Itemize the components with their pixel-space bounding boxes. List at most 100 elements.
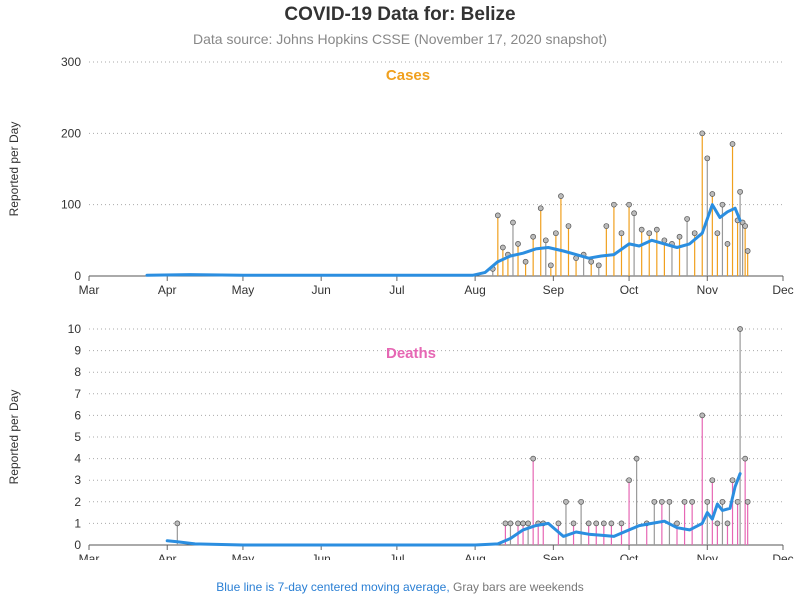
data-point xyxy=(626,201,632,208)
footnote-weekends: Gray bars are weekends xyxy=(453,580,584,594)
data-point xyxy=(525,520,531,527)
data-point xyxy=(689,498,695,505)
data-point xyxy=(515,520,521,527)
x-tick-label: Jun xyxy=(311,283,330,297)
data-point xyxy=(744,248,751,254)
data-point xyxy=(714,230,721,237)
y-tick-label: 5 xyxy=(74,430,81,444)
y-tick-label: 300 xyxy=(61,55,81,69)
y-tick-label: 100 xyxy=(61,198,81,212)
data-point xyxy=(547,262,554,269)
x-tick-label: Oct xyxy=(620,283,639,297)
x-tick-label: Dec xyxy=(772,552,793,560)
y-tick-label: 1 xyxy=(74,516,81,530)
data-point xyxy=(530,233,537,240)
y-axis-label: Reported per Day xyxy=(7,390,21,485)
moving-average-line xyxy=(165,472,742,547)
data-point xyxy=(737,326,743,332)
data-point xyxy=(709,191,716,197)
data-point xyxy=(666,498,673,505)
data-point xyxy=(676,233,683,240)
x-tick-label: May xyxy=(232,283,255,297)
data-point xyxy=(608,520,615,527)
x-tick-label: Mar xyxy=(79,552,100,560)
data-point xyxy=(704,155,711,162)
data-point xyxy=(578,498,584,505)
data-point xyxy=(638,226,645,233)
page-title: COVID-19 Data for: Belize xyxy=(284,4,516,25)
x-tick-label: Mar xyxy=(79,283,100,297)
data-point xyxy=(699,412,706,419)
data-point xyxy=(555,520,562,527)
data-point xyxy=(174,520,181,527)
x-tick-label: Sep xyxy=(543,283,565,297)
x-tick-label: Jun xyxy=(311,552,330,560)
x-tick-label: Nov xyxy=(697,552,718,560)
y-tick-label: 0 xyxy=(74,269,81,283)
data-point xyxy=(651,498,658,505)
data-point xyxy=(681,498,688,505)
data-point xyxy=(595,262,602,269)
chart-subtitle: Data source: Johns Hopkins CSSE (Novembe… xyxy=(193,31,607,47)
data-point xyxy=(709,477,716,484)
data-point xyxy=(520,520,526,527)
y-tick-label: 3 xyxy=(74,473,81,487)
data-point xyxy=(691,230,698,237)
chart-title: Cases xyxy=(386,67,430,84)
y-tick-label: 4 xyxy=(74,452,81,466)
x-tick-label: Nov xyxy=(697,283,718,297)
data-point xyxy=(674,520,680,527)
chart-footnote: Blue line is 7-day centered moving avera… xyxy=(0,580,800,594)
data-point xyxy=(737,188,743,195)
data-point xyxy=(542,237,549,244)
x-tick-label: Jul xyxy=(389,283,404,297)
data-point xyxy=(744,498,751,505)
data-point xyxy=(729,477,736,484)
data-point xyxy=(633,455,640,462)
moving-average-line xyxy=(145,203,742,277)
data-point xyxy=(653,226,660,233)
data-point xyxy=(588,258,595,265)
y-tick-label: 9 xyxy=(74,344,81,358)
data-point xyxy=(719,498,726,505)
data-point xyxy=(563,498,569,505)
data-point xyxy=(729,141,736,147)
x-tick-label: Apr xyxy=(158,283,177,297)
data-point xyxy=(593,520,600,527)
data-point xyxy=(522,258,529,265)
data-point xyxy=(699,130,706,137)
y-tick-label: 8 xyxy=(74,365,81,379)
x-tick-label: Apr xyxy=(158,552,177,560)
data-point xyxy=(659,498,665,505)
x-tick-label: Aug xyxy=(464,552,485,560)
y-axis-label: Reported per Day xyxy=(7,122,21,217)
data-point xyxy=(704,498,711,505)
data-point xyxy=(742,223,748,229)
data-point xyxy=(585,520,592,527)
data-point xyxy=(631,210,637,217)
data-point xyxy=(719,201,726,208)
data-point xyxy=(600,520,607,527)
y-tick-label: 10 xyxy=(68,322,82,336)
x-tick-label: May xyxy=(232,552,255,560)
data-point xyxy=(500,244,506,251)
data-point xyxy=(734,498,741,505)
x-tick-label: Jul xyxy=(389,552,404,560)
deaths-chart: 0 1 2 3 4 5 6 7 8 9 10 Mar Apr May Jun Jul Aug Sep Oct Nov D… xyxy=(7,322,794,560)
data-point xyxy=(507,520,514,527)
data-point xyxy=(618,230,625,237)
footnote-moving-average: Blue line is 7-day centered moving avera… xyxy=(216,580,450,594)
data-point xyxy=(646,230,653,237)
y-tick-label: 6 xyxy=(74,408,81,422)
data-point xyxy=(494,212,501,219)
x-tick-label: Aug xyxy=(464,283,485,297)
data-point xyxy=(684,216,690,222)
data-point xyxy=(714,520,721,527)
data-point xyxy=(626,477,632,484)
data-point xyxy=(603,223,610,229)
data-point xyxy=(724,241,731,247)
data-point xyxy=(502,520,509,527)
data-point xyxy=(558,193,564,199)
data-point xyxy=(515,241,521,247)
y-tick-label: 2 xyxy=(74,495,81,509)
